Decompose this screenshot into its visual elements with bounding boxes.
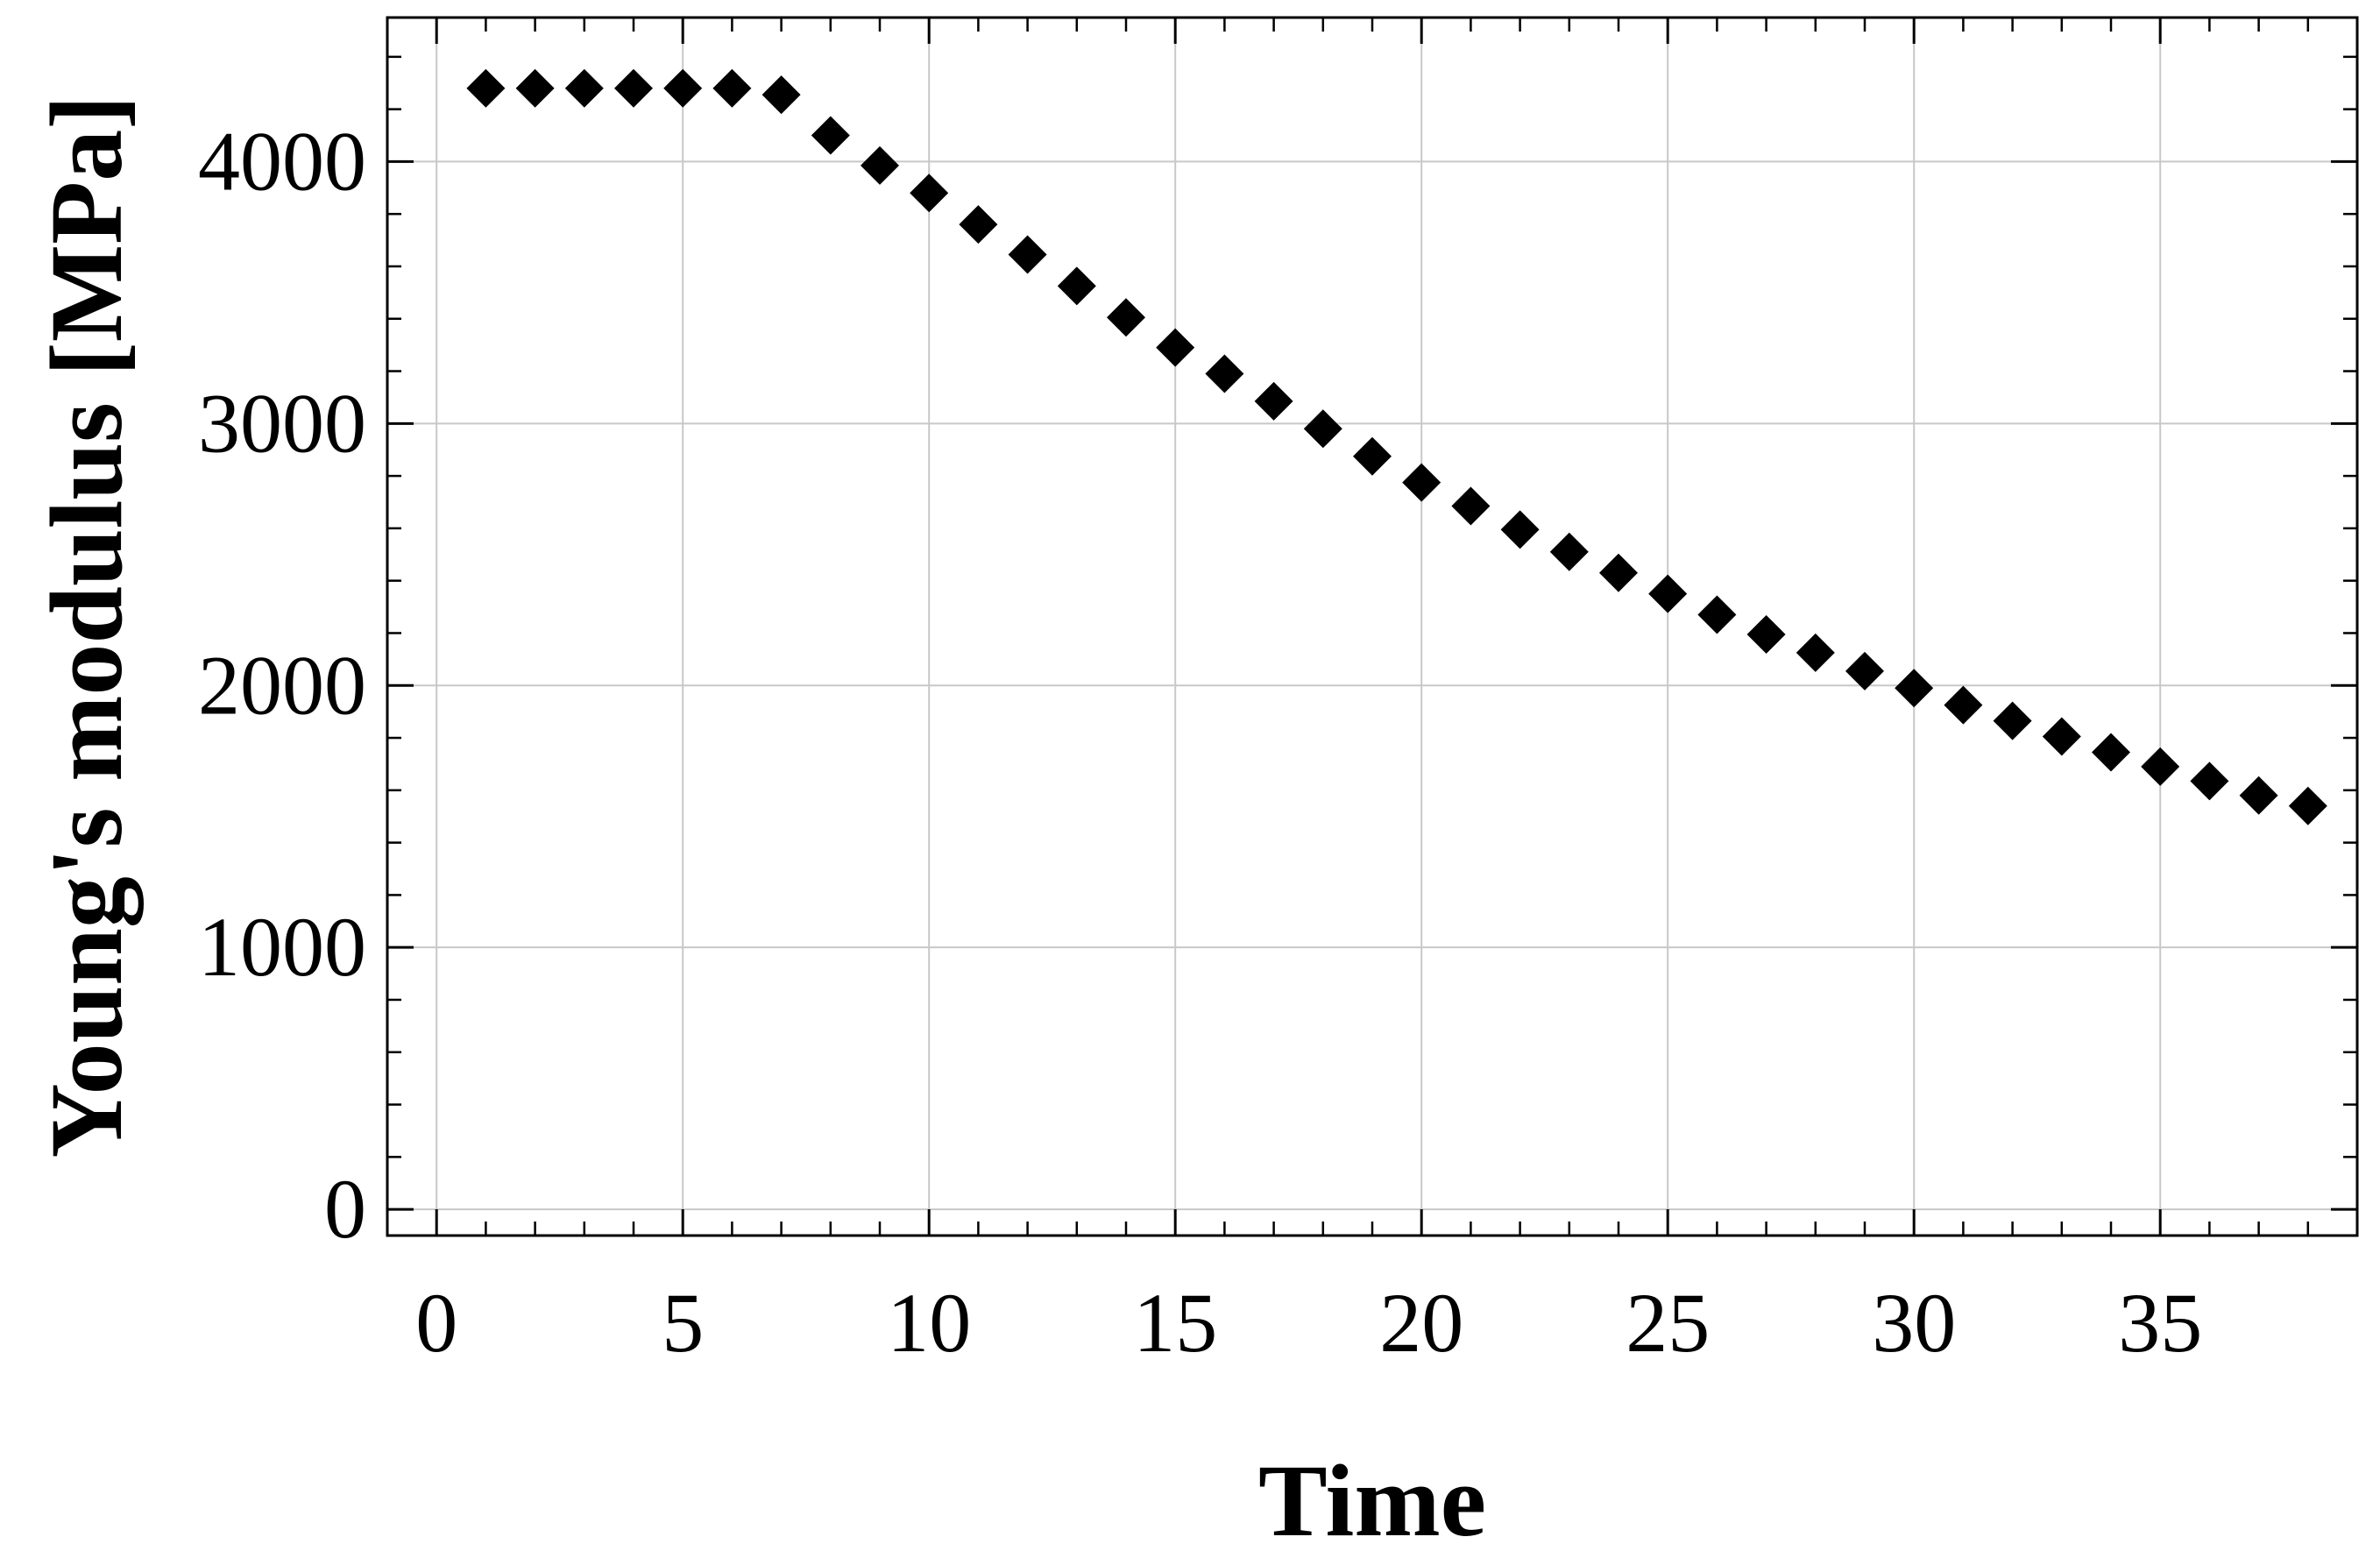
data-points [466,68,2327,825]
data-point [1845,651,1884,691]
data-point [1008,235,1047,274]
data-point [614,68,653,108]
data-point [564,68,604,108]
x-axis-title: Time [1258,1443,1486,1551]
y-axis-title: Young's modulus [MPa] [29,95,144,1158]
data-point [1402,463,1441,502]
y-tick-label: 4000 [198,114,366,208]
data-point [1697,595,1737,634]
data-point [1451,486,1491,526]
ticks-layer [386,18,2359,1236]
data-point [2141,747,2180,786]
data-point [1500,510,1540,549]
data-point [761,75,801,115]
data-point [712,68,752,108]
data-point [1895,669,1934,708]
data-point [1944,685,1983,725]
x-tick-label: 10 [887,1276,971,1370]
data-point [2190,761,2229,801]
plot-frame [386,16,2359,1237]
x-tick-label: 30 [1872,1276,1956,1370]
y-tick-label: 0 [324,1162,366,1256]
tick-labels: 0 5 10 15 20 25 30 35 0 1000 2000 3000 4000 [198,114,2202,1370]
data-point [861,145,899,185]
data-point [1746,614,1786,654]
data-point [1254,381,1293,421]
data-point [466,68,506,108]
data-point [1648,574,1688,613]
x-tick-label: 35 [2118,1276,2202,1370]
data-point [663,68,703,108]
y-tick-label: 3000 [198,376,366,470]
data-point [1205,354,1244,393]
data-point [959,205,998,244]
data-point [1796,633,1835,672]
grid-layer [387,18,2357,1236]
data-point [1057,266,1096,306]
x-tick-label: 5 [662,1276,704,1370]
data-point [1156,328,1195,367]
y-tick-label: 2000 [198,638,366,732]
data-point [2042,717,2081,756]
data-point [2288,786,2327,825]
data-point [1353,436,1392,476]
data-point [1303,409,1342,449]
data-point [1993,701,2032,740]
x-tick-label: 20 [1379,1276,1463,1370]
data-point [515,68,555,108]
data-point [1107,298,1145,337]
x-tick-label: 25 [1626,1276,1710,1370]
x-tick-label: 15 [1133,1276,1217,1370]
data-point [1599,553,1638,592]
x-tick-label: 0 [415,1276,457,1370]
data-point [910,174,949,213]
data-point [2092,733,2130,772]
data-point [811,116,850,155]
y-tick-label: 1000 [198,900,366,994]
data-point [2239,776,2278,815]
data-point [1549,532,1589,571]
